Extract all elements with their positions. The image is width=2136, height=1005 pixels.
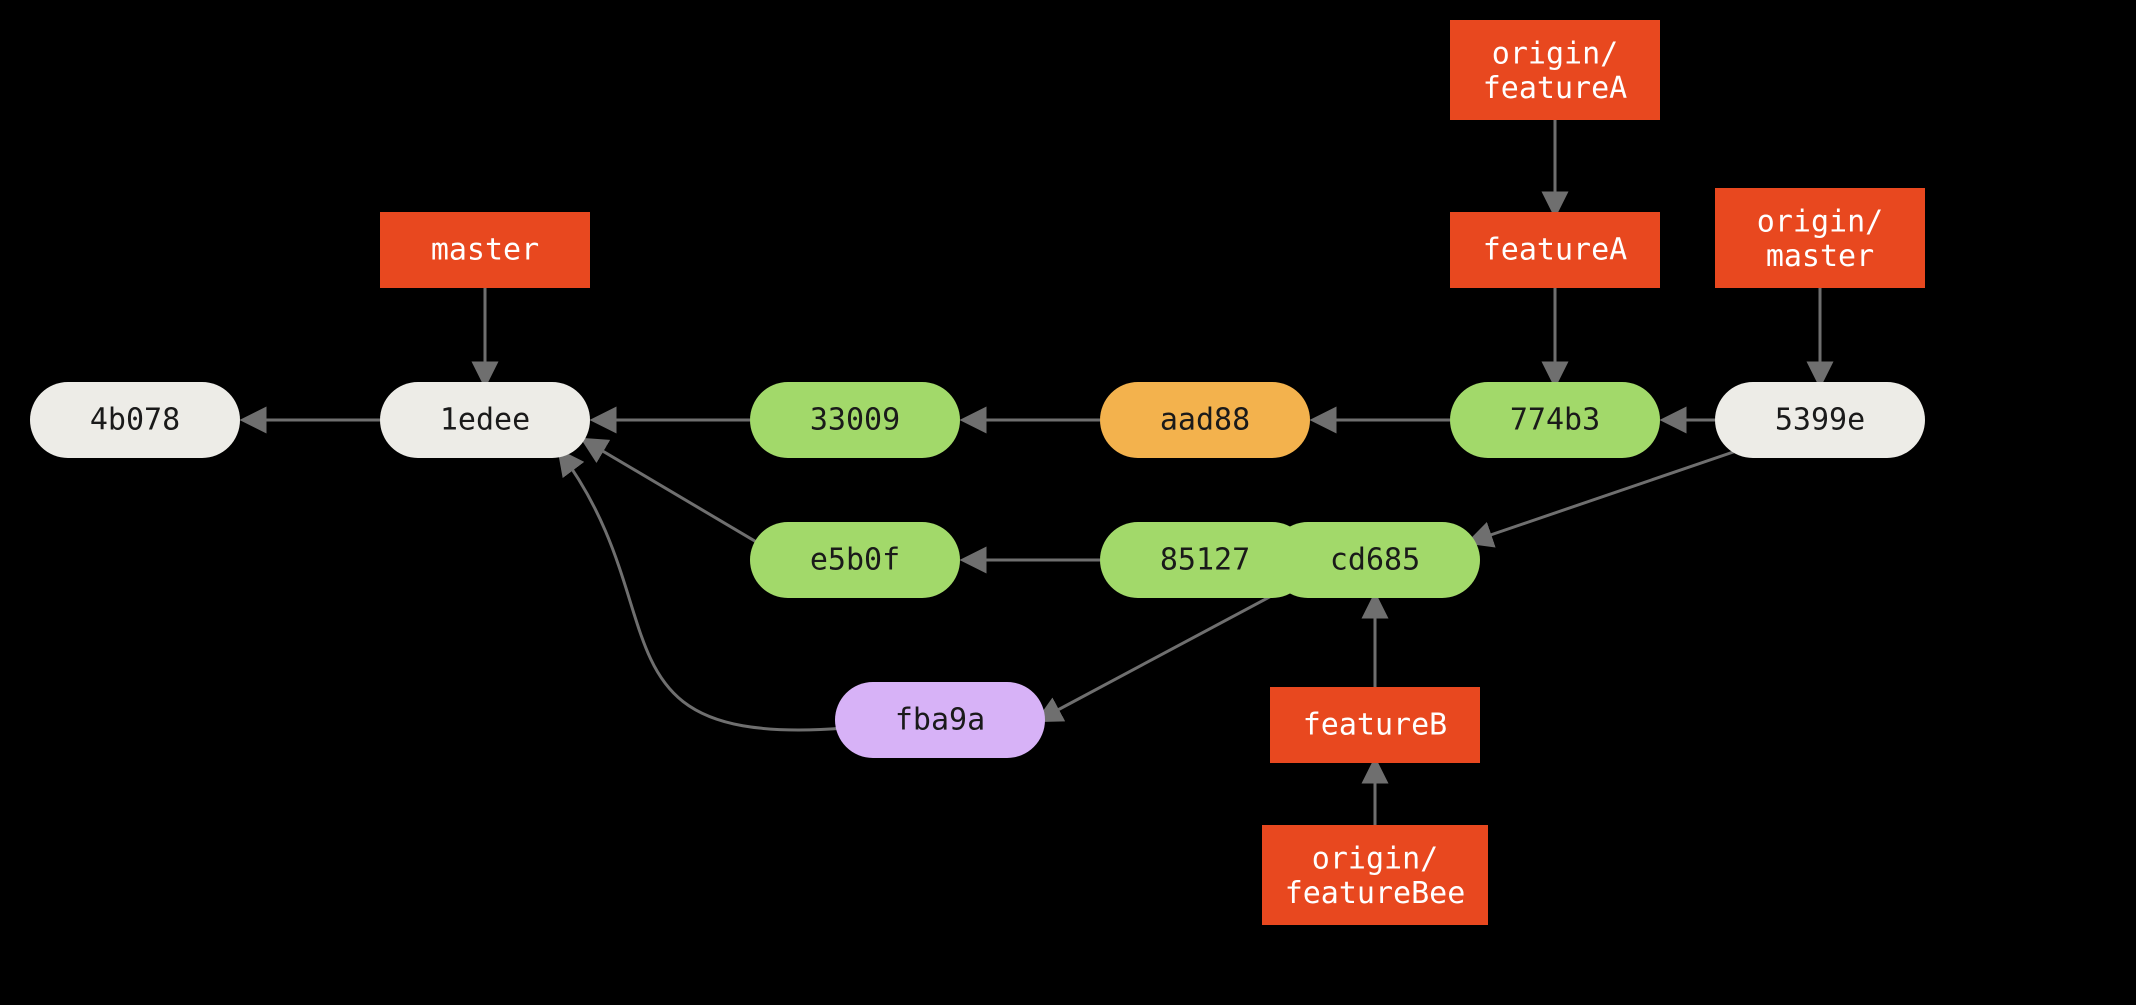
commit-label: cd685 — [1330, 543, 1420, 578]
ref-label: master — [431, 233, 539, 268]
ref-origin-featureA: origin/featureA — [1450, 20, 1660, 120]
commit-label: 1edee — [440, 403, 530, 438]
ref-label: origin/master — [1757, 204, 1883, 274]
commit-e5b0f: e5b0f — [750, 522, 960, 598]
commit-label: 5399e — [1775, 403, 1865, 438]
edge — [1470, 448, 1745, 542]
ref-featureA-ref: featureA — [1450, 212, 1660, 288]
git-graph-diagram: 4b078 1edee 33009 aad88 774b3 5399e e5b0f 85127… — [0, 0, 2136, 1005]
commit-774b3: 774b3 — [1450, 382, 1660, 458]
commit-fba9a: fba9a — [835, 682, 1045, 758]
commit-label: 774b3 — [1510, 403, 1600, 438]
commit-aad88: aad88 — [1100, 382, 1310, 458]
edge — [1039, 586, 1290, 720]
commit-4b078: 4b078 — [30, 382, 240, 458]
ref-label: featureB — [1303, 708, 1448, 743]
commit-cd685: cd685 — [1270, 522, 1480, 598]
commit-label: fba9a — [895, 703, 985, 738]
ref-label: origin/featureA — [1483, 36, 1628, 106]
commit-label: 33009 — [810, 403, 900, 438]
edge — [584, 440, 770, 550]
ref-master: master — [380, 212, 590, 288]
ref-featureB-ref: featureB — [1270, 687, 1480, 763]
commit-1edee: 1edee — [380, 382, 590, 458]
ref-origin-featureBee: origin/featureBee — [1262, 825, 1488, 925]
commit-33009: 33009 — [750, 382, 960, 458]
commit-label: 85127 — [1160, 543, 1250, 578]
commit-label: 4b078 — [90, 403, 180, 438]
ref-label: featureA — [1483, 233, 1628, 268]
commit-label: aad88 — [1160, 403, 1250, 438]
commit-5399e: 5399e — [1715, 382, 1925, 458]
commit-label: e5b0f — [810, 543, 900, 578]
ref-origin-master: origin/master — [1715, 188, 1925, 288]
